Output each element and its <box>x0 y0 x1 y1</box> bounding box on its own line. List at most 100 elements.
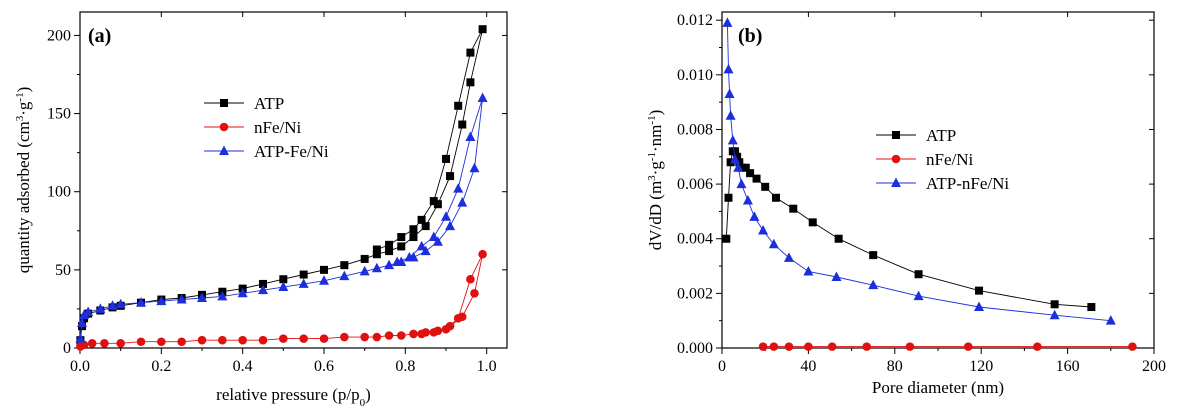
data-point <box>417 329 426 339</box>
x-axis-label: relative pressure (p/p0) <box>216 385 371 409</box>
data-point <box>470 289 479 298</box>
data-point <box>742 194 753 205</box>
legend-marker <box>219 145 229 155</box>
y-tick-label: 0.008 <box>677 121 713 138</box>
data-point <box>477 92 488 102</box>
data-point <box>298 278 309 288</box>
data-point <box>156 295 167 306</box>
data-point <box>457 197 468 207</box>
data-point <box>727 134 738 145</box>
data-point <box>478 249 487 259</box>
data-point <box>1128 342 1137 351</box>
data-point <box>752 174 761 183</box>
data-point <box>733 152 742 161</box>
x-tick-label: 0.6 <box>314 358 334 375</box>
y-tick-label: 0.000 <box>677 340 713 357</box>
data-point <box>722 17 733 27</box>
series-atp <box>76 25 487 345</box>
data-point <box>340 332 349 342</box>
data-point <box>87 339 97 348</box>
data-point <box>737 163 746 172</box>
data-point <box>409 225 418 234</box>
data-point <box>319 275 329 285</box>
data-point <box>963 342 973 351</box>
data-point <box>446 172 455 181</box>
legend-marker <box>891 177 901 187</box>
data-point <box>372 332 382 342</box>
data-point <box>397 233 406 242</box>
data-point <box>784 342 794 351</box>
y-tick-label: 0.004 <box>677 231 713 248</box>
data-point <box>458 120 467 129</box>
panel-label: (a) <box>88 25 111 47</box>
data-point <box>385 240 394 249</box>
data-point <box>237 287 248 298</box>
data-point <box>733 162 744 172</box>
data-point <box>384 331 394 340</box>
legend-label: ATP-nFe/Ni <box>926 174 1009 193</box>
legend: ATP nFe/Ni ATP-Fe/Ni <box>204 94 329 161</box>
x-tick-label: 0.2 <box>151 358 171 375</box>
legend-marker <box>220 99 228 107</box>
data-point <box>804 342 813 351</box>
data-point <box>1087 303 1096 312</box>
data-point <box>1105 315 1116 325</box>
data-point <box>279 334 288 343</box>
data-point <box>359 265 370 276</box>
y-tick-label: 0.010 <box>677 67 713 84</box>
data-point <box>339 270 350 281</box>
data-point <box>77 317 88 327</box>
data-point <box>79 340 89 350</box>
data-point <box>176 294 187 304</box>
data-point <box>905 342 915 351</box>
x-axis-label: Pore diameter (nm) <box>872 378 1004 397</box>
data-point <box>417 215 426 224</box>
x-tick-label: 1.0 <box>477 358 497 375</box>
data-point <box>831 271 842 281</box>
x-tick-label: 0.4 <box>233 358 253 375</box>
x-tick-label: 200 <box>1142 358 1166 375</box>
data-point <box>868 279 879 290</box>
data-point <box>397 242 406 251</box>
data-point <box>913 290 924 301</box>
data-point <box>453 314 463 323</box>
data-point <box>827 342 837 351</box>
data-point <box>789 204 798 213</box>
legend-marker <box>891 154 901 164</box>
data-point <box>385 247 394 256</box>
data-point <box>741 163 750 172</box>
data-point <box>197 292 207 302</box>
data-point <box>736 178 747 189</box>
data-point <box>136 297 146 307</box>
data-point <box>75 333 86 343</box>
data-point <box>429 197 438 206</box>
data-point <box>914 270 923 279</box>
data-point <box>869 251 878 260</box>
data-point <box>384 259 395 270</box>
x-tick-label: 0.0 <box>70 358 90 375</box>
data-point <box>197 335 207 345</box>
legend: ATP nFe/Ni ATP-nFe/Ni <box>876 126 1009 193</box>
data-point <box>442 154 450 163</box>
data-point <box>445 220 456 231</box>
data-point <box>758 225 769 235</box>
data-point <box>83 306 94 317</box>
data-point <box>428 231 439 242</box>
legend-label: nFe/Ni <box>926 150 974 169</box>
data-point <box>136 337 146 347</box>
y-tick-label: 0.012 <box>677 12 713 29</box>
data-point <box>299 334 308 343</box>
data-point <box>421 222 430 231</box>
y-tick-label: 0.006 <box>677 176 713 193</box>
y-tick-label: 100 <box>47 184 71 201</box>
data-point <box>453 183 464 193</box>
data-point <box>465 131 476 142</box>
series-line <box>725 150 1092 308</box>
chart-panel-a: 0.0 0.2 0.4 0.6 0.8 1.0 0 50 100 150 200 (a) relativ… <box>14 11 508 409</box>
data-point <box>372 250 381 259</box>
data-point <box>783 252 794 262</box>
data-point <box>466 78 475 87</box>
data-point <box>1049 309 1060 320</box>
panel-label: (b) <box>738 25 762 47</box>
y-tick-label: 150 <box>47 106 71 123</box>
